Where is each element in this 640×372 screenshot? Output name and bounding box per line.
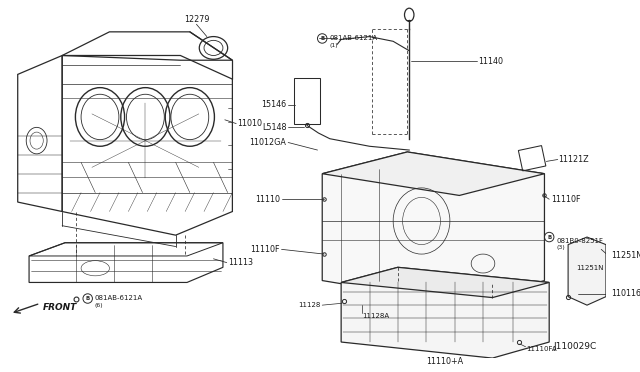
Text: 15146: 15146	[261, 100, 286, 109]
Text: 11128A: 11128A	[362, 312, 389, 318]
Text: FRONT: FRONT	[44, 304, 77, 312]
Text: 081B0-8251F: 081B0-8251F	[557, 238, 604, 244]
Text: (1): (1)	[330, 42, 339, 48]
Polygon shape	[322, 152, 545, 303]
Text: 11110+A: 11110+A	[427, 357, 464, 366]
Text: 11128: 11128	[298, 302, 321, 308]
Text: 11251N: 11251N	[611, 251, 640, 260]
Text: 110116: 110116	[611, 289, 640, 298]
Text: 11140: 11140	[478, 57, 503, 66]
Bar	[294, 78, 321, 124]
Text: 11113: 11113	[228, 258, 253, 267]
Text: 11110F: 11110F	[250, 245, 280, 254]
Text: 081AB-6121A: 081AB-6121A	[94, 295, 143, 301]
Text: 11110: 11110	[255, 195, 280, 204]
Text: L5148: L5148	[262, 123, 286, 132]
Text: 11110FA: 11110FA	[527, 346, 557, 352]
Text: 11251N: 11251N	[577, 265, 604, 271]
Polygon shape	[322, 152, 545, 195]
Text: B: B	[547, 235, 551, 240]
Text: 081AB-6121A: 081AB-6121A	[330, 35, 378, 41]
Text: 11121Z: 11121Z	[559, 155, 589, 164]
Text: 12279: 12279	[184, 15, 209, 24]
Bar	[518, 145, 546, 171]
Text: 11010: 11010	[237, 119, 262, 128]
Text: 11012GA: 11012GA	[250, 138, 286, 147]
Polygon shape	[341, 267, 549, 358]
Text: J110029C: J110029C	[553, 341, 596, 350]
Text: (6): (6)	[94, 303, 103, 308]
Text: 11110F: 11110F	[551, 195, 580, 204]
Polygon shape	[568, 237, 606, 305]
Text: (3): (3)	[557, 245, 566, 250]
Text: B: B	[86, 296, 90, 301]
Text: B: B	[320, 36, 324, 41]
Polygon shape	[341, 267, 549, 298]
